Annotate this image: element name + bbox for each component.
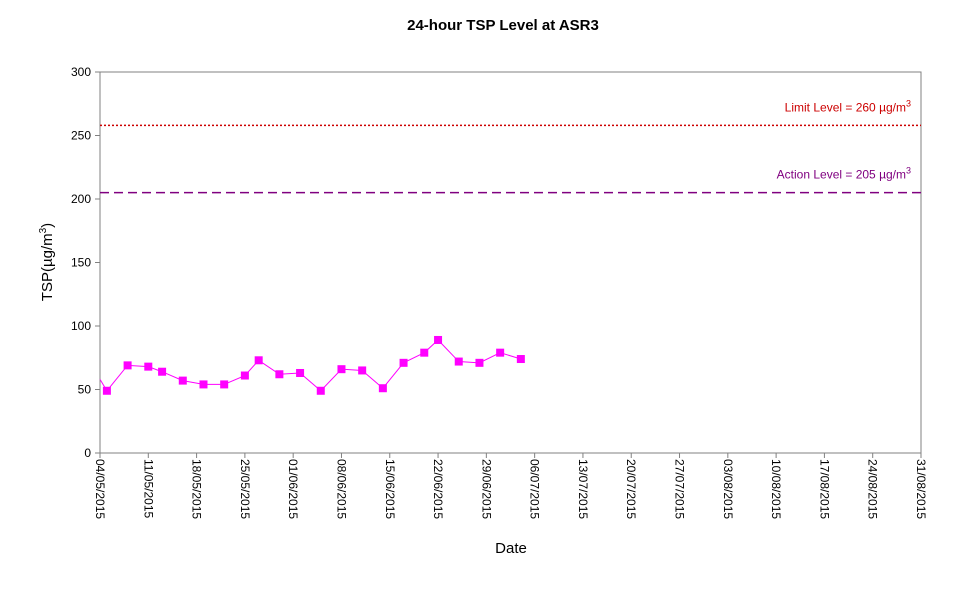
data-point bbox=[516, 355, 525, 364]
x-axis: 04/05/2015 11/05/2015 18/05/2015 25/05/2015… bbox=[93, 453, 928, 519]
data-point bbox=[123, 361, 132, 370]
x-tick-label: 15/06/2015 bbox=[383, 459, 397, 519]
x-tick-label: 03/08/2015 bbox=[721, 459, 735, 519]
data-point bbox=[296, 368, 305, 377]
y-tick-label: 100 bbox=[71, 319, 91, 333]
data-point bbox=[420, 348, 429, 357]
data-point bbox=[254, 356, 263, 365]
data-point bbox=[434, 335, 443, 344]
x-tick-label: 01/06/2015 bbox=[286, 459, 300, 519]
x-tick-label: 11/05/2015 bbox=[141, 459, 155, 518]
data-point bbox=[316, 386, 325, 395]
y-tick-label: 0 bbox=[84, 446, 91, 460]
x-tick-label: 18/05/2015 bbox=[190, 459, 204, 519]
data-point bbox=[454, 357, 463, 366]
x-tick-label: 20/07/2015 bbox=[624, 459, 638, 519]
data-point bbox=[158, 367, 167, 376]
x-tick-label: 17/08/2015 bbox=[817, 459, 831, 519]
x-tick-label: 24/08/2015 bbox=[866, 459, 880, 519]
data-point bbox=[337, 365, 346, 374]
data-point bbox=[144, 362, 153, 371]
x-tick-label: 29/06/2015 bbox=[479, 459, 493, 519]
data-point bbox=[275, 370, 284, 379]
y-tick-label: 250 bbox=[71, 129, 91, 143]
x-tick-label: 22/06/2015 bbox=[431, 459, 445, 519]
x-tick-label: 04/05/2015 bbox=[93, 459, 107, 519]
data-point bbox=[399, 358, 408, 367]
reference-line-label: Action Level = 205 µg/m3 bbox=[777, 166, 911, 182]
reference-lines: Limit Level = 260 µg/m3 Action Level = 20… bbox=[100, 98, 921, 194]
data-point bbox=[378, 384, 387, 393]
x-tick-label: 13/07/2015 bbox=[576, 459, 590, 519]
series-line bbox=[106, 339, 521, 392]
x-tick-label: 10/08/2015 bbox=[769, 459, 783, 519]
y-tick-label: 150 bbox=[71, 256, 91, 270]
x-tick-label: 31/08/2015 bbox=[914, 459, 928, 519]
x-tick-label: 25/05/2015 bbox=[238, 459, 252, 519]
x-axis-title: Date bbox=[495, 540, 527, 557]
y-tick-label: 50 bbox=[78, 383, 92, 397]
data-point bbox=[240, 371, 249, 380]
x-tick-label: 08/06/2015 bbox=[334, 459, 348, 519]
data-point bbox=[102, 386, 111, 395]
data-point bbox=[178, 376, 187, 385]
chart-title: 24-hour TSP Level at ASR3 bbox=[407, 17, 599, 34]
y-tick-label: 200 bbox=[71, 192, 91, 206]
x-tick-label: 27/07/2015 bbox=[673, 459, 687, 519]
data-point bbox=[199, 380, 208, 389]
y-tick-label: 300 bbox=[71, 65, 91, 79]
y-axis: 0 50 100 150 200 250 300 bbox=[71, 65, 100, 460]
data-point bbox=[496, 348, 505, 357]
reference-line-label: Limit Level = 260 µg/m3 bbox=[785, 98, 911, 114]
data-point bbox=[475, 358, 484, 367]
data-point bbox=[358, 366, 367, 375]
x-tick-label: 06/07/2015 bbox=[528, 459, 542, 519]
series-layer bbox=[99, 335, 525, 395]
plot-area bbox=[99, 71, 922, 454]
data-point bbox=[220, 380, 229, 389]
y-axis-title: TSP(µg/m3) bbox=[38, 223, 56, 301]
